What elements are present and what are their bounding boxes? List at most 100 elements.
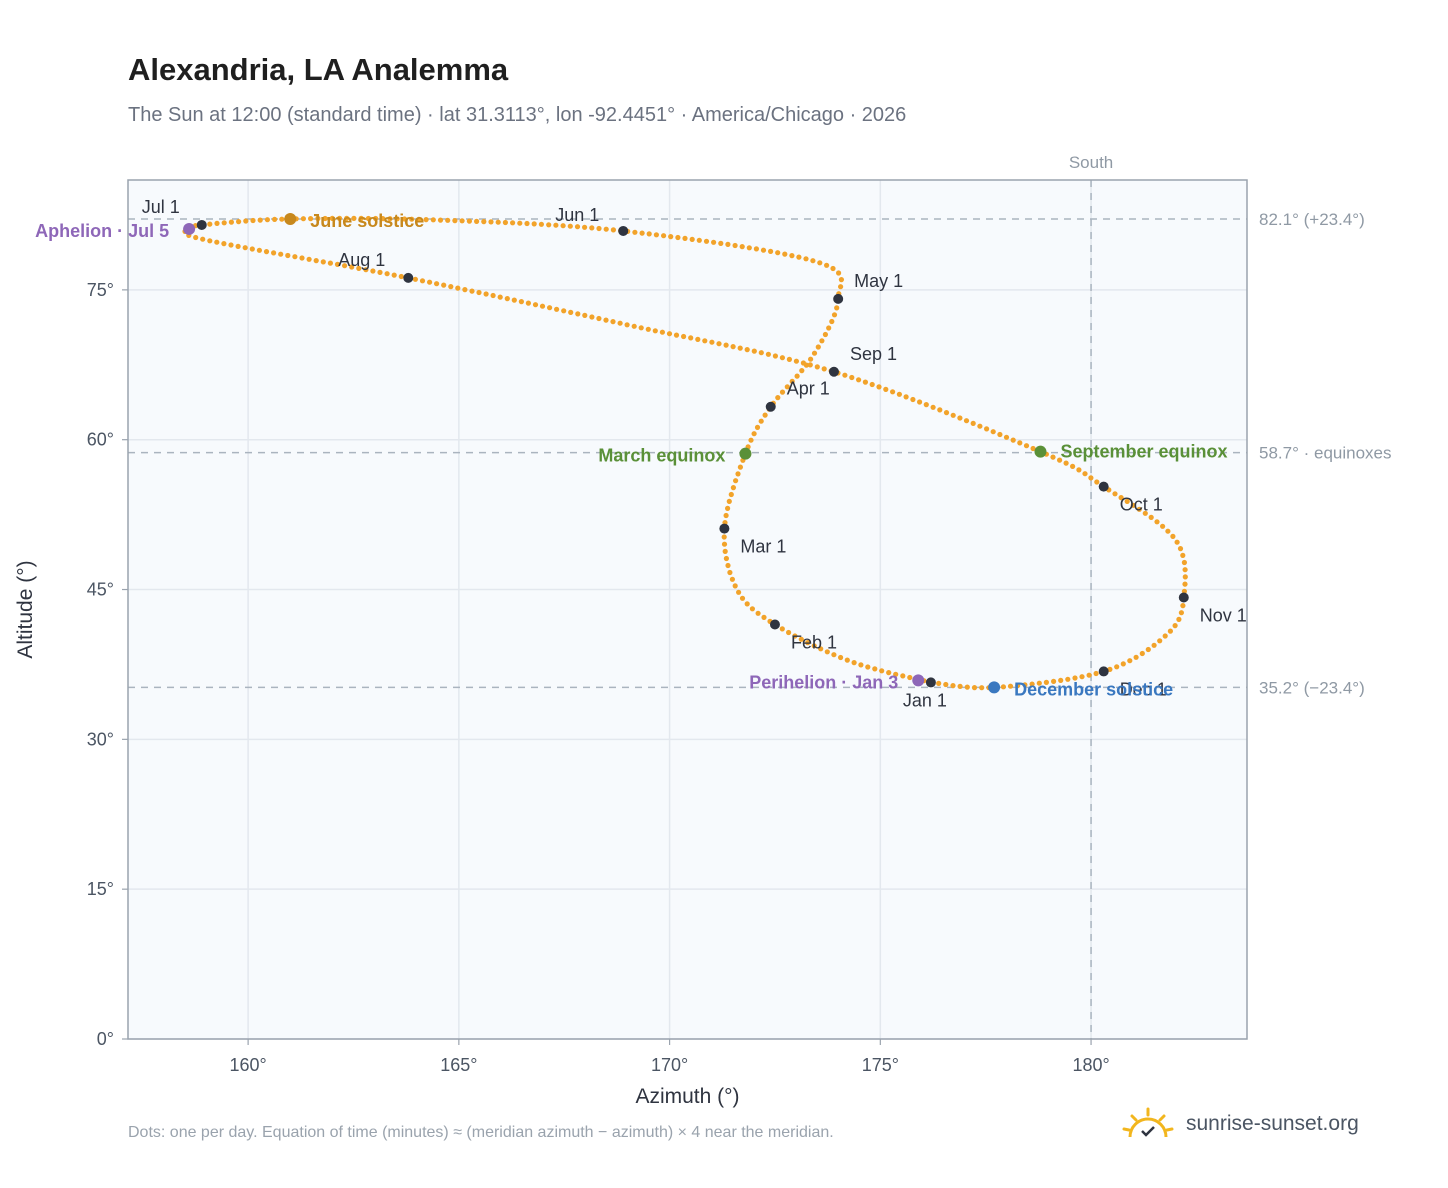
- day-dot: [851, 660, 857, 666]
- day-dot: [242, 245, 248, 251]
- day-dot: [531, 221, 537, 227]
- day-dot: [923, 402, 929, 408]
- day-dot: [723, 342, 729, 348]
- day-dot: [419, 278, 426, 284]
- month-marker: [196, 219, 207, 230]
- day-dot: [1029, 681, 1035, 687]
- brand[interactable]: sunrise-sunset.org: [1120, 1104, 1359, 1144]
- x-axis-title: Azimuth (°): [635, 1085, 739, 1108]
- y-tick-label: 0°: [97, 1029, 114, 1049]
- south-label: South: [1069, 153, 1113, 172]
- day-dot: [1114, 664, 1120, 670]
- day-dot: [639, 230, 645, 236]
- day-dot: [235, 243, 241, 249]
- day-dot: [1174, 539, 1180, 545]
- day-dot: [784, 384, 790, 390]
- day-dot: [398, 273, 404, 280]
- day-dot: [746, 245, 752, 251]
- day-dot: [250, 217, 256, 224]
- month-marker: [719, 523, 730, 534]
- day-dot: [729, 576, 736, 582]
- day-dot: [842, 372, 848, 378]
- day-dot: [818, 646, 824, 652]
- day-dot: [977, 423, 983, 429]
- day-dot: [342, 263, 348, 269]
- day-dot: [834, 305, 840, 311]
- month-label: Sep 1: [850, 344, 897, 364]
- day-dot: [299, 255, 305, 261]
- day-dot: [567, 223, 573, 229]
- month-label: Feb 1: [791, 632, 837, 652]
- day-dot: [1065, 676, 1071, 682]
- day-dot: [799, 368, 805, 374]
- day-dot: [732, 242, 738, 249]
- day-dot: [858, 662, 864, 668]
- day-dot: [474, 218, 480, 224]
- day-dot: [200, 236, 206, 242]
- day-dot: [739, 244, 745, 250]
- day-dot: [441, 282, 447, 288]
- month-label: May 1: [854, 271, 903, 291]
- day-dot: [907, 674, 913, 681]
- day-dot: [1180, 603, 1186, 609]
- day-dot: [943, 681, 949, 688]
- day-dot: [893, 671, 899, 677]
- day-dot: [739, 595, 746, 601]
- day-dot: [1050, 454, 1056, 460]
- day-dot: [822, 331, 829, 338]
- day-dot: [886, 670, 892, 676]
- day-dot: [427, 279, 433, 285]
- day-dot: [786, 629, 792, 636]
- x-tick-label: 160°: [230, 1055, 267, 1075]
- day-dot: [1030, 445, 1036, 452]
- day-dot: [722, 548, 728, 555]
- day-dot: [193, 234, 199, 241]
- day-dot: [971, 685, 978, 691]
- day-dot: [943, 410, 950, 416]
- day-dot: [279, 216, 285, 222]
- day-dot: [970, 420, 976, 426]
- y-tick-label: 60°: [87, 430, 114, 450]
- day-dot: [829, 318, 835, 325]
- day-dot: [228, 242, 234, 248]
- day-dot: [481, 219, 487, 225]
- month-marker: [925, 677, 936, 688]
- day-dot: [373, 215, 379, 222]
- day-dot: [735, 471, 741, 477]
- y-tick-label: 45°: [87, 580, 114, 600]
- day-dot: [758, 418, 764, 424]
- day-dot: [370, 268, 376, 274]
- day-dot: [695, 336, 701, 342]
- day-dot: [732, 583, 738, 589]
- day-dot: [624, 322, 630, 328]
- day-dot: [681, 333, 687, 340]
- day-dot: [821, 366, 827, 372]
- day-dot: [737, 464, 744, 470]
- month-label: Dec 1: [1120, 679, 1167, 699]
- day-dot: [490, 292, 496, 299]
- day-dot: [243, 218, 249, 224]
- day-dot: [554, 306, 560, 312]
- day-dot: [363, 267, 369, 273]
- day-dot: [1094, 479, 1100, 485]
- day-dot: [610, 319, 616, 325]
- day-dot: [826, 325, 832, 331]
- day-dot: [1172, 623, 1178, 629]
- day-dot: [984, 426, 990, 432]
- day-dot: [1051, 678, 1057, 685]
- reference-line-label: 35.2° (−23.4°): [1259, 678, 1365, 697]
- reference-line-label: 58.7° · equinoxes: [1259, 444, 1392, 463]
- day-dot: [207, 238, 213, 244]
- day-dot: [782, 251, 788, 257]
- day-dot: [824, 649, 830, 655]
- day-dot: [1007, 683, 1014, 689]
- day-dot: [1120, 661, 1126, 667]
- day-dot: [539, 303, 546, 309]
- day-dot: [824, 262, 830, 268]
- y-axis-title: Altitude (°): [14, 560, 37, 658]
- day-dot: [726, 498, 732, 504]
- day-dot: [1072, 675, 1078, 681]
- day-dot: [1180, 552, 1186, 559]
- event-label: Aphelion · Jul 5: [35, 221, 169, 241]
